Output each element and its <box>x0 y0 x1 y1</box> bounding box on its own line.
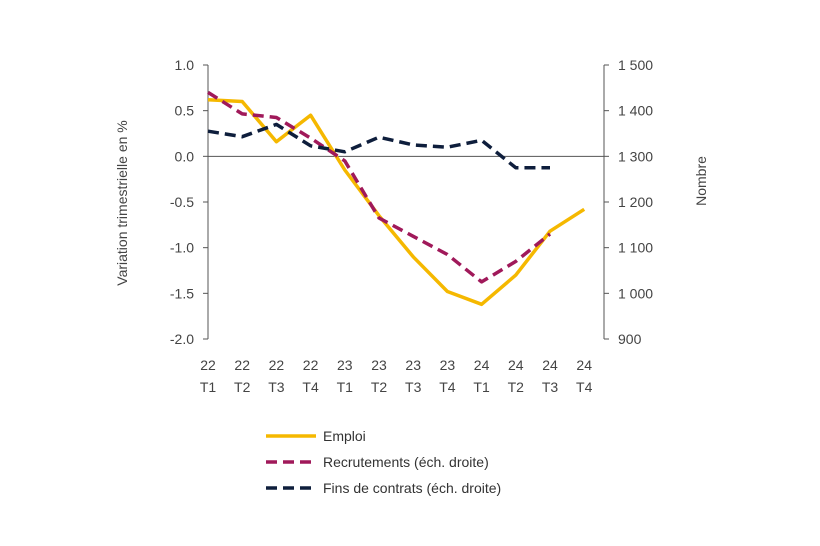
x-tick-label-quarter: T2 <box>234 379 251 395</box>
y-right-tick-label: 1 500 <box>618 57 653 73</box>
x-tick-label-year: 24 <box>542 357 558 373</box>
x-tick-label-year: 23 <box>405 357 421 373</box>
x-tick-label-year: 22 <box>234 357 250 373</box>
y-left-tick-label: -0.5 <box>170 194 194 210</box>
y-left-tick-label: -1.5 <box>170 285 194 301</box>
axis-labels: Variation trimestrielle en % Nombre <box>114 120 709 285</box>
x-tick-label-year: 22 <box>269 357 285 373</box>
x-tick-label-year: 24 <box>474 357 490 373</box>
x-tick-label-quarter: T3 <box>542 379 559 395</box>
x-tick-label-quarter: T3 <box>405 379 422 395</box>
x-tick-label-quarter: T2 <box>508 379 525 395</box>
y-left-tick-label: 0.5 <box>175 103 195 119</box>
series-line-3 <box>207 122 550 170</box>
x-tick-label-year: 23 <box>337 357 353 373</box>
y-right-tick-label: 1 300 <box>618 148 653 164</box>
y-right-tick-label: 900 <box>618 331 642 347</box>
legend-label: Emploi <box>323 428 366 444</box>
legend: Emploi Recrutements (éch. droite) Fins de … <box>266 428 501 496</box>
series-line-2 <box>207 90 552 284</box>
y-axis-right-title: Nombre <box>693 156 709 206</box>
x-tick-label-year: 24 <box>576 357 592 373</box>
legend-label: Recrutements (éch. droite) <box>323 454 489 470</box>
x-tick-label-year: 23 <box>371 357 387 373</box>
y-left-tick-label: 0.0 <box>175 148 195 164</box>
x-tick-label-year: 22 <box>200 357 216 373</box>
y-axis-left-title: Variation trimestrielle en % <box>114 120 130 285</box>
y-right-tick-label: 1 000 <box>618 285 653 301</box>
x-tick-label-year: 22 <box>303 357 319 373</box>
x-tick-label-quarter: T3 <box>268 379 285 395</box>
x-tick-label-year: 24 <box>508 357 524 373</box>
x-tick-label-quarter: T4 <box>439 379 456 395</box>
y-left-tick-label: 1.0 <box>175 57 195 73</box>
x-tick-label-quarter: T1 <box>337 379 354 395</box>
x-tick-label-quarter: T4 <box>576 379 593 395</box>
x-tick-label-quarter: T1 <box>200 379 217 395</box>
legend-label: Fins de contrats (éch. droite) <box>323 480 501 496</box>
x-tick-label-quarter: T1 <box>473 379 490 395</box>
y-right-tick-label: 1 200 <box>618 194 653 210</box>
series-lines <box>207 90 586 307</box>
x-tick-label-quarter: T4 <box>302 379 319 395</box>
axes: 1.0 0.5 0.0 -0.5 -1.0 -1.5 -2.0 1 500 1 400 1 300… <box>170 57 653 395</box>
x-tick-label-year: 23 <box>440 357 456 373</box>
y-right-tick-label: 1 100 <box>618 240 653 256</box>
series-line-1 <box>207 97 586 307</box>
y-left-tick-label: -2.0 <box>170 331 194 347</box>
x-tick-label-quarter: T2 <box>371 379 388 395</box>
y-right-tick-label: 1 400 <box>618 103 653 119</box>
y-left-tick-label: -1.0 <box>170 240 194 256</box>
